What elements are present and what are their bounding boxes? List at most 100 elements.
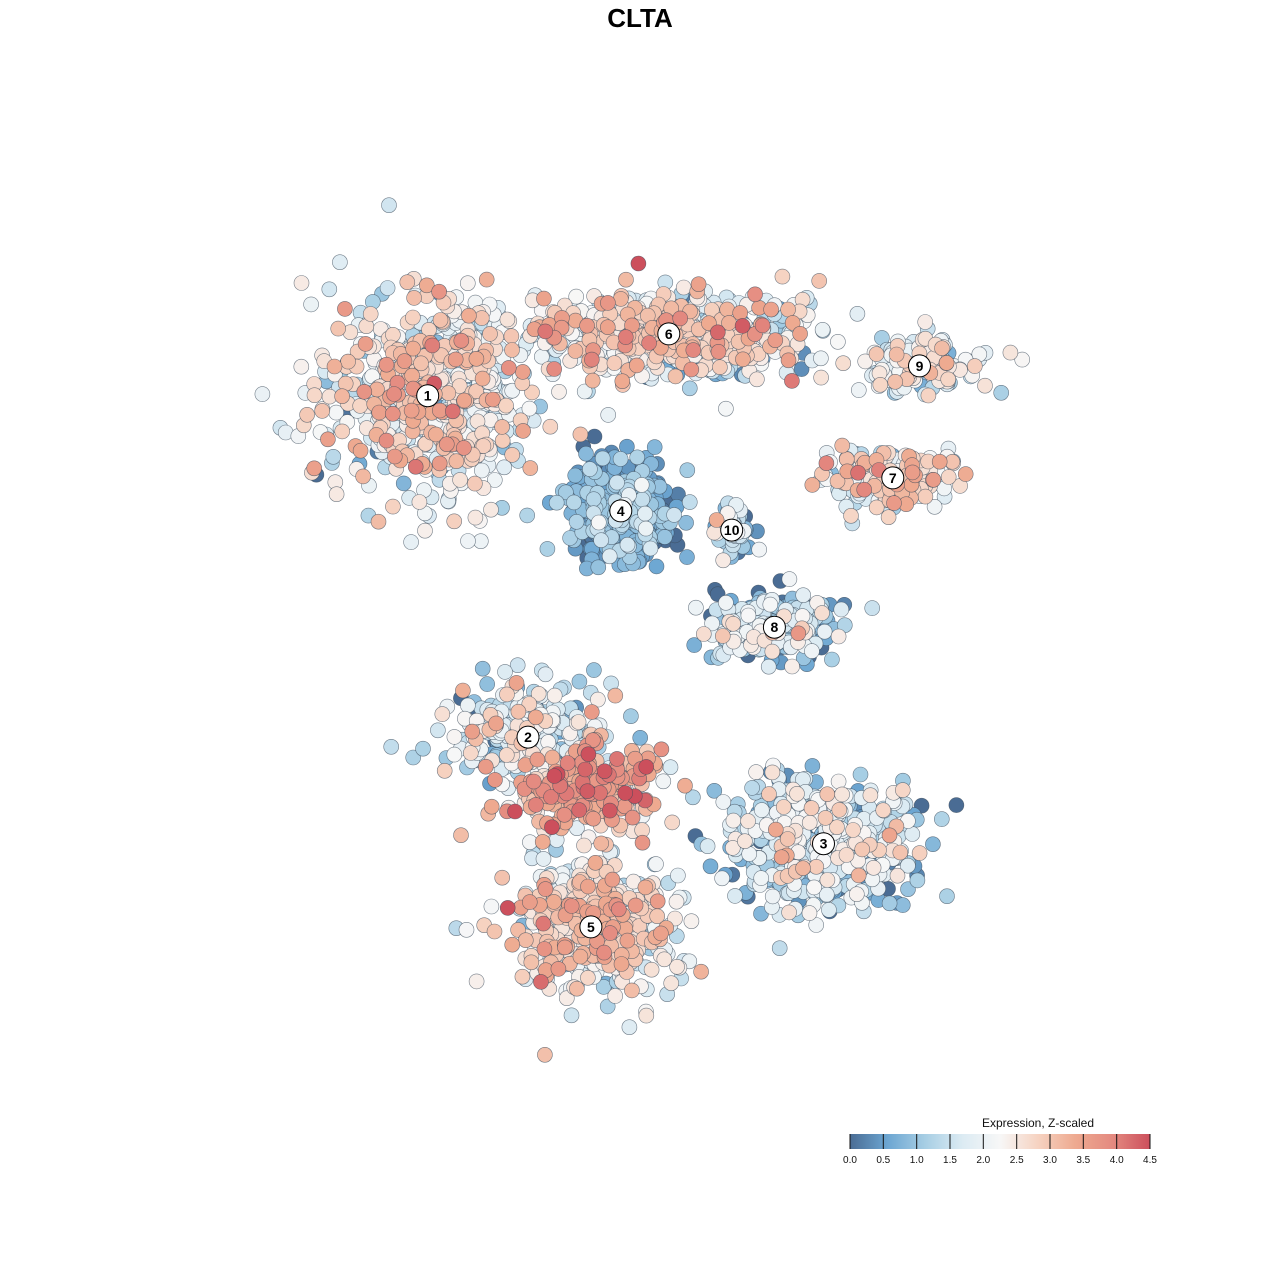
data-point — [868, 346, 885, 362]
data-point — [500, 360, 517, 376]
data-point — [904, 464, 921, 481]
data-point — [536, 941, 553, 957]
data-point — [621, 1019, 638, 1035]
data-point — [669, 958, 685, 975]
data-point — [881, 895, 898, 912]
data-point — [503, 328, 520, 344]
data-point — [537, 881, 554, 897]
data-point — [600, 407, 617, 423]
legend-title: Expression, Z-scaled — [982, 1116, 1094, 1130]
data-point — [483, 898, 500, 915]
data-point — [337, 301, 353, 317]
data-point — [714, 870, 730, 887]
data-point — [596, 763, 613, 780]
data-point — [888, 346, 905, 363]
data-point — [718, 594, 734, 611]
data-point — [894, 782, 911, 798]
data-point — [688, 599, 704, 616]
data-point — [430, 722, 446, 739]
data-point — [544, 749, 561, 766]
data-point — [690, 276, 707, 293]
data-point — [571, 802, 588, 818]
data-point — [773, 849, 790, 866]
data-point — [838, 847, 855, 863]
data-point — [670, 867, 686, 884]
data-point — [804, 643, 820, 659]
data-point — [455, 682, 471, 699]
data-point — [494, 869, 511, 886]
data-point — [546, 361, 563, 377]
data-point — [824, 651, 840, 668]
data-point — [510, 703, 527, 720]
data-point — [332, 254, 348, 271]
data-point — [356, 383, 373, 400]
data-point — [600, 295, 616, 311]
data-point — [649, 893, 666, 910]
data-point — [830, 773, 847, 790]
data-point — [330, 320, 347, 337]
data-point — [881, 827, 898, 844]
data-points — [254, 197, 1031, 1063]
data-point — [405, 749, 422, 766]
data-point — [529, 751, 546, 768]
data-point — [814, 605, 830, 621]
data-point — [813, 350, 829, 367]
data-point — [672, 310, 689, 327]
cluster-label-text: 9 — [916, 358, 924, 374]
data-point — [546, 768, 563, 784]
cluster-label-text: 1 — [424, 388, 432, 404]
data-point — [484, 391, 501, 408]
data-point — [587, 854, 604, 871]
data-point — [482, 326, 498, 342]
data-point — [371, 404, 388, 421]
data-point — [434, 706, 451, 722]
data-point — [504, 447, 521, 463]
data-point — [594, 450, 611, 467]
data-point — [509, 657, 526, 674]
cluster-label-10: 10 — [720, 518, 744, 542]
data-point — [681, 380, 698, 397]
data-point — [1002, 344, 1019, 361]
data-point — [519, 507, 536, 524]
data-point — [453, 332, 470, 349]
data-point — [619, 932, 636, 949]
data-point — [634, 491, 651, 508]
data-point — [468, 350, 485, 367]
data-point — [780, 301, 796, 318]
data-point — [718, 400, 734, 417]
data-point — [934, 340, 950, 357]
data-point — [819, 786, 836, 803]
cluster-label-5: 5 — [579, 915, 603, 939]
data-point — [813, 369, 829, 386]
data-point — [714, 628, 731, 644]
data-point — [596, 944, 612, 961]
cluster-label-text: 3 — [820, 836, 828, 852]
data-point — [749, 371, 765, 388]
data-point — [456, 440, 472, 456]
data-point — [627, 897, 644, 914]
data-point — [781, 904, 797, 921]
data-point — [486, 923, 503, 940]
data-point — [702, 858, 719, 875]
legend-tick-label: 3.0 — [1043, 1155, 1057, 1166]
data-point — [704, 615, 720, 632]
data-point — [977, 377, 993, 394]
data-point — [957, 466, 974, 482]
legend-tick-label: 4.5 — [1143, 1155, 1157, 1166]
data-point — [740, 813, 756, 829]
data-point — [436, 762, 453, 779]
data-point — [760, 658, 777, 675]
data-point — [494, 432, 511, 449]
data-point — [637, 879, 654, 896]
data-point — [710, 343, 727, 360]
data-point — [498, 747, 515, 763]
data-point — [461, 307, 477, 324]
data-point — [706, 782, 723, 799]
data-point — [911, 845, 928, 861]
data-point — [609, 751, 625, 767]
data-point — [558, 990, 575, 1007]
data-point — [817, 810, 834, 826]
cluster-label-6: 6 — [657, 322, 681, 346]
legend-tick-label: 1.5 — [943, 1155, 957, 1166]
legend-tick-label: 1.0 — [910, 1155, 924, 1166]
